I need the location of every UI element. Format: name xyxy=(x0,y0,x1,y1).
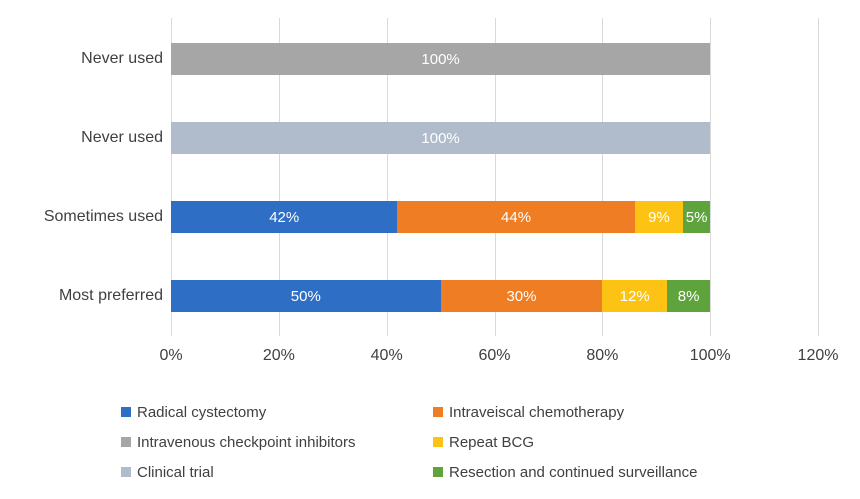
legend-swatch-icon xyxy=(433,407,443,417)
legend-swatch-icon xyxy=(121,437,131,447)
bar-segment: 5% xyxy=(683,201,711,233)
legend-swatch-icon xyxy=(121,467,131,477)
gridlines xyxy=(171,18,819,336)
bar-segment: 12% xyxy=(602,280,668,312)
legend-item-label: Clinical trial xyxy=(137,463,214,481)
category-label: Sometimes used xyxy=(43,208,163,225)
x-axis-tick-label: 60% xyxy=(478,347,511,364)
gridline xyxy=(818,18,819,336)
legend: Radical cystectomy Intraveiscal chemother… xyxy=(121,402,698,482)
bar-data-label: 30% xyxy=(506,287,537,305)
gridline xyxy=(386,18,388,336)
gridline xyxy=(494,18,496,336)
bar-row: 42% 44% 9% 5% xyxy=(171,201,818,233)
bar-segment: 100% xyxy=(171,43,711,75)
legend-item: Resection and continued surveillance xyxy=(433,462,698,482)
legend-swatch-icon xyxy=(433,467,443,477)
bar-segment: 100% xyxy=(171,122,711,154)
bar-data-label: 42% xyxy=(269,208,300,226)
bar-row: 100% xyxy=(171,122,818,154)
bar-segment: 30% xyxy=(440,280,603,312)
legend-swatch-icon xyxy=(433,437,443,447)
bar-data-label: 5% xyxy=(685,208,708,226)
legend-item-label: Radical cystectomy xyxy=(137,403,267,421)
bar-data-label: 50% xyxy=(290,287,321,305)
bar-data-label: 44% xyxy=(501,208,532,226)
bar-row: 100% xyxy=(171,43,818,75)
legend-item-label: Intraveiscal chemotherapy xyxy=(449,403,625,421)
legend-item: Clinical trial xyxy=(121,462,433,482)
bar-data-label: 100% xyxy=(421,50,460,68)
bar-segment: 44% xyxy=(397,201,635,233)
category-label: Most preferred xyxy=(58,287,163,304)
x-axis-tick-label: 20% xyxy=(262,347,295,364)
legend-item: Intraveiscal chemotherapy xyxy=(433,402,698,422)
bar-data-label: 8% xyxy=(677,287,700,305)
gridline xyxy=(602,18,604,336)
bar-data-label: 12% xyxy=(619,287,650,305)
bar-segment: 8% xyxy=(667,280,711,312)
legend-item-label: Repeat BCG xyxy=(449,433,535,451)
gridline xyxy=(710,18,712,336)
x-axis-tick-label: 100% xyxy=(689,347,731,364)
gridline xyxy=(278,18,280,336)
legend-item-label: Intravenous checkpoint inhibitors xyxy=(137,433,356,451)
category-label: Never used xyxy=(81,50,163,67)
bar-data-label: 9% xyxy=(648,208,670,226)
bar-segment: 50% xyxy=(171,280,441,312)
plot-area: 100% 100% 42% 44% 9% 5% 50% xyxy=(171,18,819,336)
x-axis-tick-label: 0% xyxy=(159,347,183,364)
legend-item: Repeat BCG xyxy=(433,432,698,452)
bar-data-label: 100% xyxy=(421,129,460,147)
bar-segment: 42% xyxy=(171,201,398,233)
legend-item: Intravenous checkpoint inhibitors xyxy=(121,432,433,452)
bar-row: 50% 30% 12% 8% xyxy=(171,280,818,312)
x-axis-tick-label: 120% xyxy=(797,347,839,364)
legend-item-label: Resection and continued surveillance xyxy=(449,463,698,481)
x-axis: 0% 20% 40% 60% 80% 100% 120% xyxy=(159,347,838,369)
bar-segment: 9% xyxy=(634,201,684,233)
gridline xyxy=(171,18,172,336)
category-label: Never used xyxy=(81,129,163,146)
legend-item: Radical cystectomy xyxy=(121,402,433,422)
legend-swatch-icon xyxy=(121,407,131,417)
x-axis-tick-label: 40% xyxy=(370,347,403,364)
x-axis-tick-label: 80% xyxy=(586,347,619,364)
